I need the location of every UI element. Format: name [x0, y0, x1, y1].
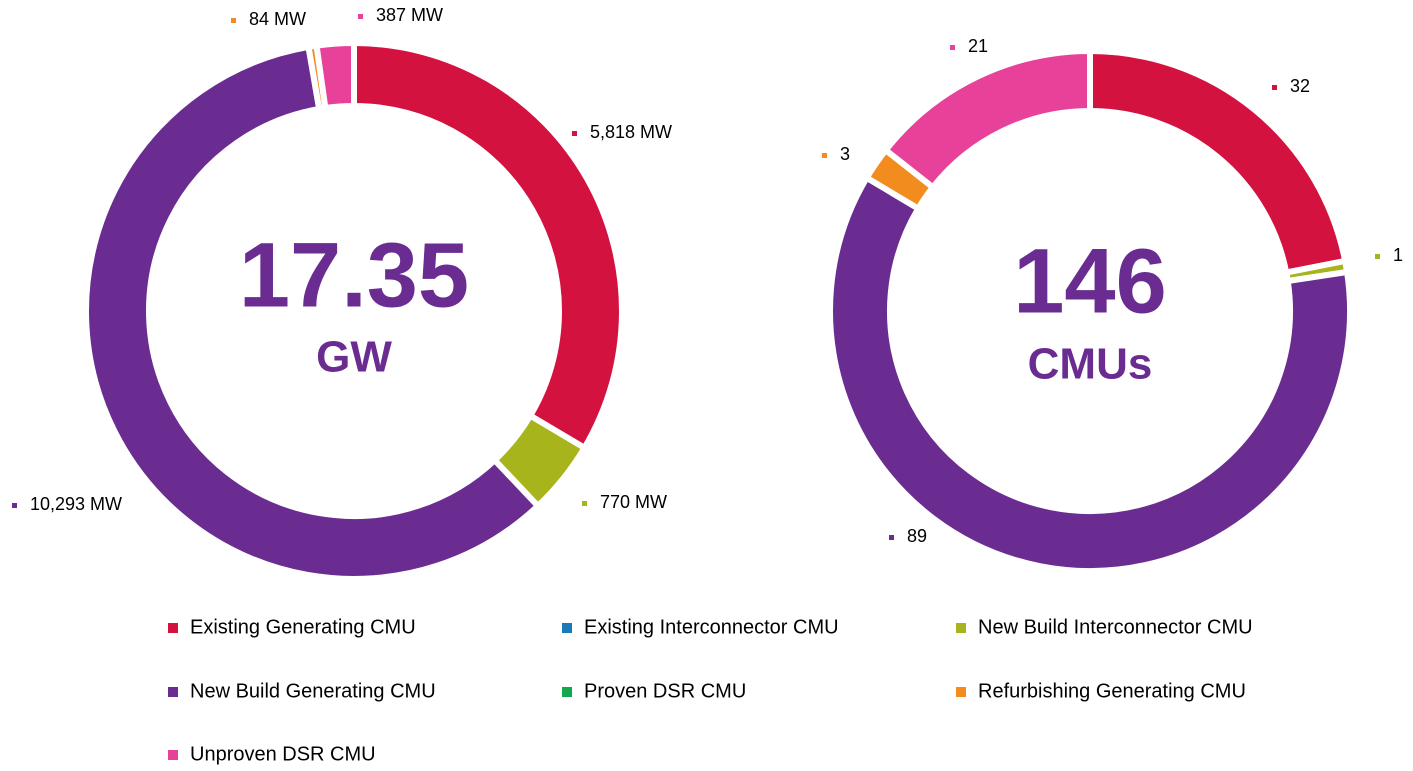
- label-marker: [572, 131, 577, 136]
- donut-slice: [351, 39, 625, 452]
- data-label: 5,818 MW: [590, 122, 672, 142]
- center-value: 17.35: [239, 224, 469, 326]
- legend-label: New Build Generating CMU: [190, 680, 436, 702]
- legend-label: Existing Interconnector CMU: [584, 616, 839, 638]
- label-marker: [889, 535, 894, 540]
- data-label: 3: [840, 144, 850, 164]
- data-label: 32: [1290, 76, 1310, 96]
- label-marker: [12, 503, 17, 508]
- legend-swatch: [956, 687, 966, 697]
- data-label: 89: [907, 526, 927, 546]
- label-marker: [358, 14, 363, 19]
- legend-label: Proven DSR CMU: [584, 680, 746, 702]
- label-marker: [231, 18, 236, 23]
- legend-label: New Build Interconnector CMU: [978, 616, 1253, 638]
- data-label: 21: [968, 36, 988, 56]
- label-marker: [950, 45, 955, 50]
- legend-swatch: [168, 623, 178, 633]
- legend-swatch: [168, 687, 178, 697]
- center-unit: CMUs: [1028, 340, 1153, 389]
- legend-label: Refurbishing Generating CMU: [978, 680, 1246, 702]
- data-label: 10,293 MW: [30, 494, 122, 514]
- legend-label: Existing Generating CMU: [190, 616, 416, 638]
- donut-slice: [313, 39, 357, 112]
- data-label: 387 MW: [376, 5, 443, 25]
- center-value: 146: [1013, 230, 1167, 332]
- center-unit: GW: [316, 333, 392, 382]
- donut-slice: [827, 173, 1354, 574]
- legend-swatch: [562, 687, 572, 697]
- legend-swatch: [168, 750, 178, 760]
- data-label: 770 MW: [600, 492, 667, 512]
- legend-swatch: [562, 623, 572, 633]
- label-marker: [582, 501, 587, 506]
- legend-label: Unproven DSR CMU: [190, 743, 376, 765]
- donut-slice: [881, 47, 1093, 192]
- data-label: 1: [1393, 245, 1403, 265]
- label-marker: [1272, 85, 1277, 90]
- donut-slice: [83, 43, 543, 582]
- label-marker: [822, 153, 827, 158]
- label-marker: [1375, 254, 1380, 259]
- data-label: 84 MW: [249, 9, 306, 29]
- legend-swatch: [956, 623, 966, 633]
